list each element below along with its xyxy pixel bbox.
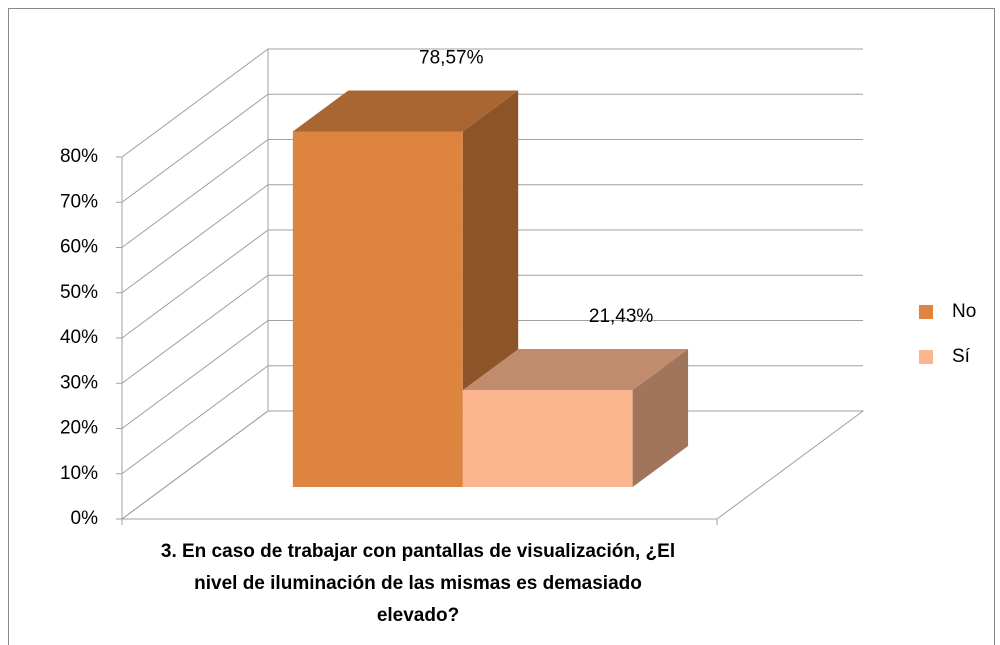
legend-swatch [919, 305, 933, 319]
grid-line [121, 184, 863, 294]
grid-line [121, 274, 863, 384]
legend-label: No [952, 301, 976, 322]
legend-swatch [919, 350, 933, 364]
bar-top [292, 90, 519, 132]
y-tick-label: 50% [60, 282, 98, 303]
grid-line [121, 320, 863, 429]
y-tick-label: 10% [60, 463, 98, 484]
legend-label: Sí [952, 346, 971, 367]
data-label: 21,43% [589, 306, 654, 327]
grid-line [121, 48, 863, 158]
bar [292, 131, 463, 488]
bar-side [632, 349, 689, 488]
y-tick-label: 20% [60, 418, 98, 439]
y-tick-label: 0% [71, 508, 99, 529]
bar [462, 390, 633, 488]
y-tick-label: 70% [60, 191, 98, 212]
x-axis-category: 3. En caso de trabajar con pantallas de … [160, 541, 676, 626]
grid-line [121, 229, 863, 339]
grid-line [121, 93, 863, 203]
bar-top [462, 349, 689, 391]
data-label: 78,57% [419, 47, 484, 68]
y-tick-label: 80% [60, 146, 98, 167]
y-tick-label: 60% [60, 237, 98, 258]
grid-line [121, 139, 863, 248]
y-tick-label: 40% [60, 327, 98, 348]
y-tick-label: 30% [60, 372, 98, 393]
